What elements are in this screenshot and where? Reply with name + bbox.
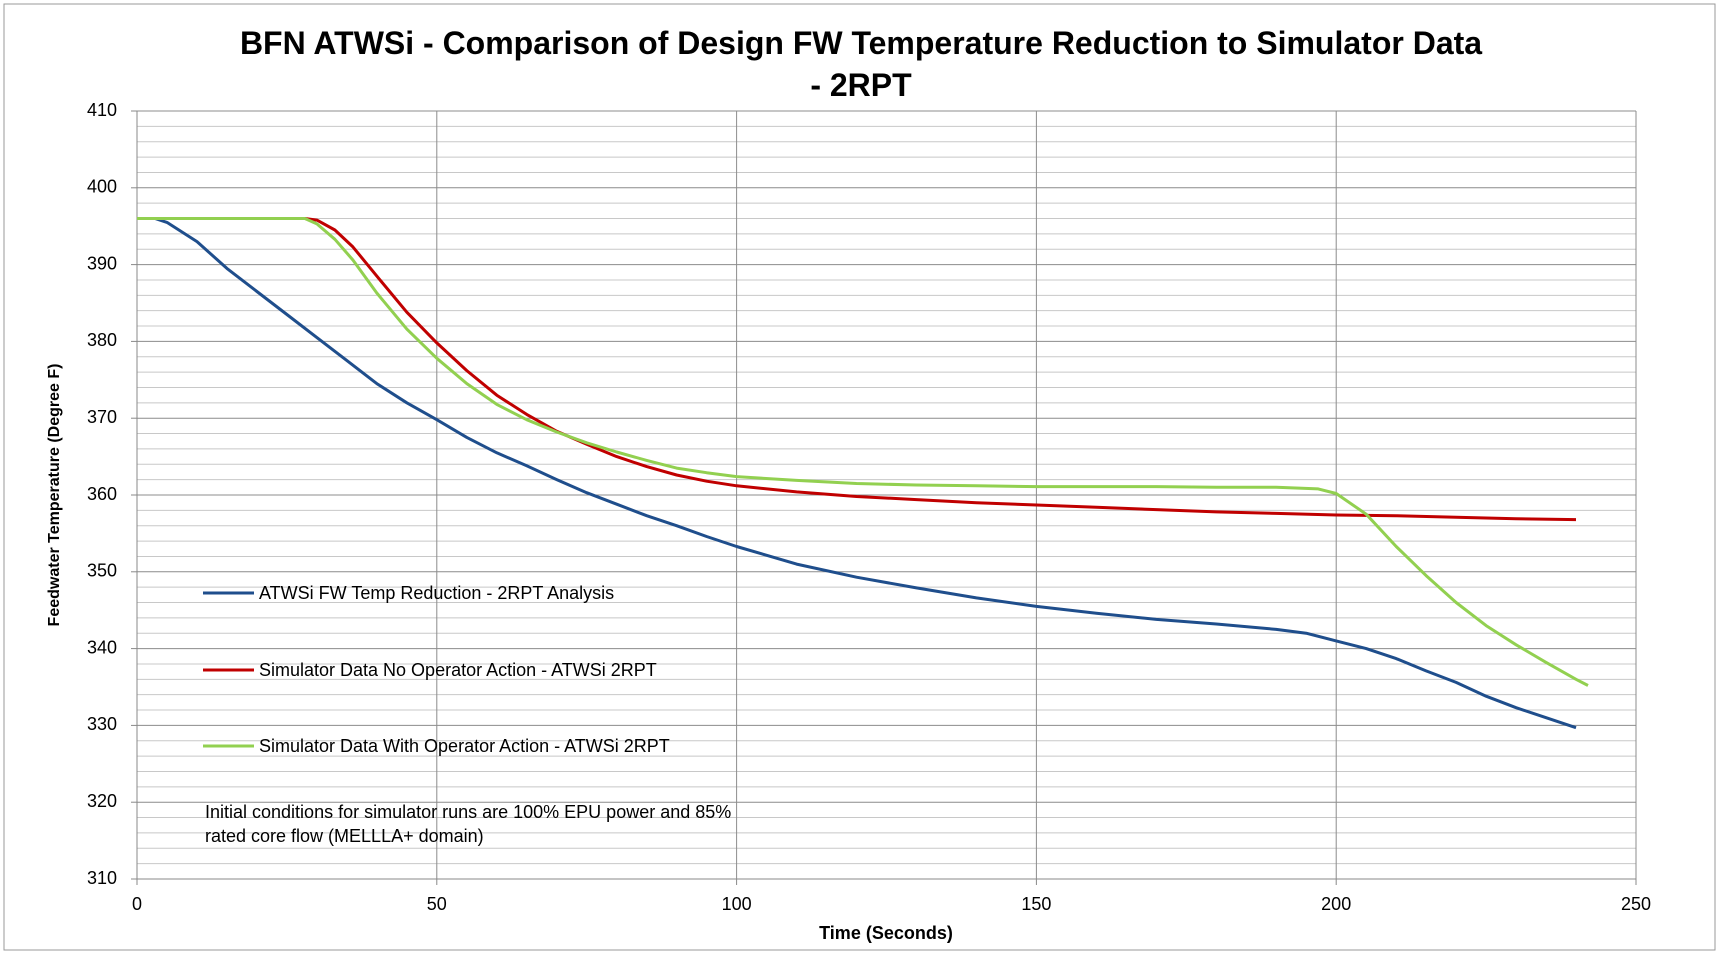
y-tick-label: 320 xyxy=(87,791,117,811)
y-tick-label: 350 xyxy=(87,561,117,581)
y-tick-label: 370 xyxy=(87,407,117,427)
chart-title: BFN ATWSi - Comparison of Design FW Temp… xyxy=(239,25,1483,103)
legend-label: Simulator Data With Operator Action - AT… xyxy=(259,736,670,756)
legend-label: Simulator Data No Operator Action - ATWS… xyxy=(259,660,657,680)
y-axis-label: Feedwater Temperature (Degree F) xyxy=(46,364,63,627)
y-tick-label: 410 xyxy=(87,100,117,120)
annotation: Initial conditions for simulator runs ar… xyxy=(205,802,732,846)
x-tick-label: 0 xyxy=(132,894,142,914)
x-tick-label: 250 xyxy=(1621,894,1651,914)
x-tick-label: 200 xyxy=(1321,894,1351,914)
y-tick-label: 360 xyxy=(87,484,117,504)
y-tick-label: 380 xyxy=(87,330,117,350)
series-line xyxy=(137,217,1577,522)
legend-label: ATWSi FW Temp Reduction - 2RPT Analysis xyxy=(259,583,615,603)
y-tick-label: 390 xyxy=(87,253,117,273)
x-tick-label: 150 xyxy=(1021,894,1051,914)
x-tick-label: 100 xyxy=(722,894,752,914)
chart-frame xyxy=(3,3,1716,951)
x-tick-label: 50 xyxy=(427,894,447,914)
x-axis-label: Time (Seconds) xyxy=(819,923,953,943)
series-line xyxy=(137,217,1577,730)
y-tick-label: 330 xyxy=(87,714,117,734)
y-tick-label: 400 xyxy=(87,177,117,197)
y-tick-label: 310 xyxy=(87,868,117,888)
y-tick-label: 340 xyxy=(87,637,117,657)
series-line xyxy=(137,217,1589,687)
